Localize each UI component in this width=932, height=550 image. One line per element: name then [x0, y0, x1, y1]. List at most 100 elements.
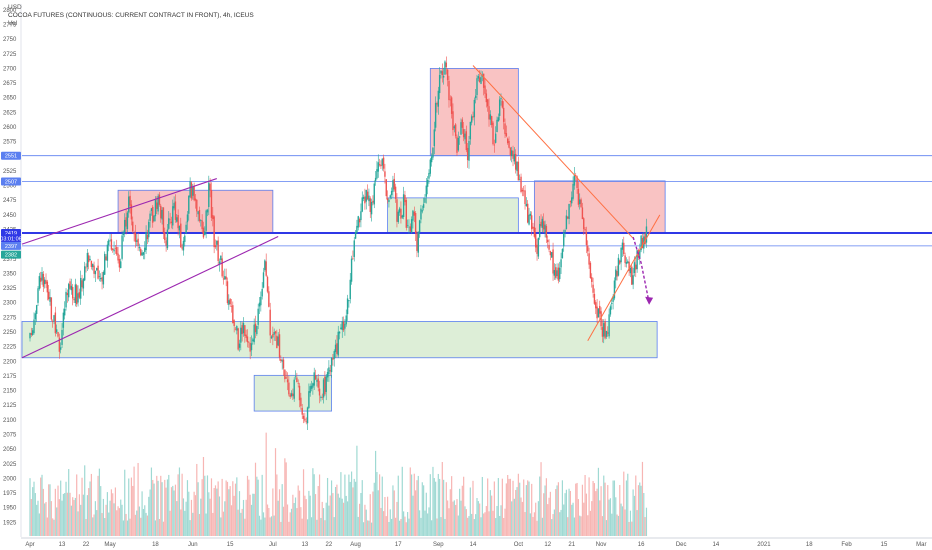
volume-bar: [601, 516, 604, 536]
volume-bar: [56, 507, 58, 536]
volume-bar: [357, 516, 359, 536]
candle-body: [289, 394, 291, 398]
volume-bar: [34, 493, 36, 536]
candle-body: [194, 198, 197, 201]
candle-body: [365, 189, 367, 202]
candle-body: [29, 333, 31, 339]
volume-bar: [468, 516, 470, 536]
volume-bar: [376, 472, 378, 536]
x-tick-label: Sep: [433, 542, 444, 548]
candle-body: [106, 244, 109, 261]
volume-bar: [433, 478, 435, 536]
candle-body: [81, 280, 83, 288]
volume-bar: [453, 500, 455, 536]
candle-body: [113, 249, 115, 252]
candle-body: [31, 330, 34, 335]
volume-bar: [328, 505, 330, 536]
volume-bar: [62, 493, 64, 536]
volume-bar: [113, 503, 115, 536]
volume-bar: [341, 498, 343, 536]
y-tick-label: 2150: [3, 389, 17, 395]
volume-bar: [180, 509, 182, 536]
volume-bar: [488, 511, 490, 536]
candle-body: [352, 257, 354, 259]
candle-body: [577, 188, 580, 205]
volume-bar: [85, 518, 87, 536]
candle-body: [416, 233, 418, 251]
volume-bar: [528, 481, 530, 536]
candle-body: [338, 331, 341, 334]
volume-bar: [320, 517, 322, 536]
volume-bar: [337, 493, 339, 536]
volume-bar: [310, 517, 313, 536]
x-tick-label: Oct: [514, 542, 524, 548]
candle-body: [201, 220, 203, 230]
x-tick-label: 21: [568, 542, 575, 548]
volume-bar: [173, 490, 175, 536]
candle-body: [531, 215, 533, 230]
volume-bar: [415, 490, 417, 536]
candle-body: [445, 62, 448, 68]
volume-bar: [148, 496, 150, 536]
candle-body: [569, 201, 572, 203]
volume-bar: [182, 498, 185, 536]
candle-body: [85, 267, 87, 269]
volume-bar: [346, 501, 349, 536]
volume-bar: [152, 479, 154, 536]
volume-bar: [196, 463, 198, 536]
y-tick-label: 2050: [3, 447, 17, 453]
candle-body: [442, 75, 445, 78]
candle-body: [190, 182, 193, 199]
y-tick-label: 2100: [3, 418, 17, 424]
y-tick-label: 2525: [3, 169, 17, 175]
candle-body: [541, 218, 544, 228]
candle-body: [269, 309, 271, 336]
volume-bar: [144, 505, 146, 536]
volume-bar: [70, 505, 72, 536]
candle-body: [86, 252, 89, 268]
volume-bar: [370, 522, 373, 536]
volume-bar: [589, 510, 592, 536]
candle-body: [575, 175, 577, 176]
volume-bar: [527, 480, 529, 536]
candle-body: [242, 323, 245, 334]
candle-body: [166, 229, 169, 249]
volume-bar: [218, 496, 221, 536]
volume-bar: [186, 480, 189, 536]
candle-body: [66, 292, 69, 296]
candle-body: [552, 249, 554, 274]
candle-body: [272, 334, 274, 338]
volume-bar: [252, 493, 254, 536]
volume-bar: [177, 474, 179, 536]
volume-bar: [457, 515, 459, 536]
chart-header: USD COCOA FUTURES (CONTINUOUS: CURRENT C…: [8, 4, 254, 28]
volume-bar: [168, 474, 170, 536]
y-tick-label: 2750: [3, 37, 17, 43]
candle-body: [63, 308, 66, 316]
candle-body: [368, 195, 370, 202]
candle-body: [557, 267, 560, 281]
volume-bar: [425, 492, 427, 536]
volume-bar: [407, 512, 409, 536]
candle-body: [172, 206, 174, 226]
volume-bar: [76, 474, 78, 536]
candle-body: [392, 180, 394, 192]
candle-body: [209, 183, 211, 191]
volume-bar: [644, 517, 646, 536]
volume-bar: [262, 512, 265, 536]
candle-body: [180, 223, 182, 248]
candle-body: [286, 379, 289, 383]
candle-body: [501, 100, 504, 108]
candle-body: [500, 97, 502, 100]
volume-bar: [33, 481, 35, 536]
volume-bar: [106, 492, 108, 536]
volume-bar: [36, 504, 38, 536]
candle-body: [43, 279, 46, 285]
candle-body: [444, 61, 446, 75]
volume-bar: [169, 510, 171, 536]
volume-bar: [108, 512, 110, 536]
support-zone: [387, 197, 519, 233]
volume-bar: [52, 518, 54, 536]
